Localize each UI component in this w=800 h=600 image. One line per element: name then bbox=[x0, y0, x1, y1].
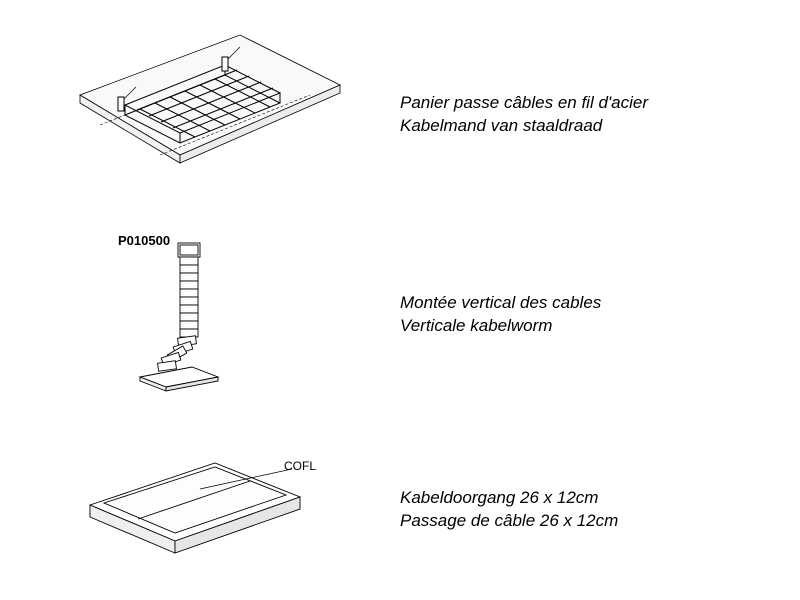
description-cell: Kabeldoorgang 26 x 12cm Passage de câble… bbox=[400, 487, 800, 533]
wire-basket-diagram bbox=[40, 25, 360, 205]
diagram-cell: P010500 bbox=[0, 225, 400, 405]
desc-line-fr: Kabeldoorgang 26 x 12cm bbox=[400, 487, 780, 510]
cable-spine-diagram bbox=[120, 225, 280, 405]
desc-line-nl: Passage de câble 26 x 12cm bbox=[400, 510, 780, 533]
desc-line-nl: Verticale kabelworm bbox=[400, 315, 780, 338]
diagram-cell bbox=[0, 25, 400, 205]
description-cell: Montée vertical des cables Verticale kab… bbox=[400, 292, 800, 338]
desc-line-fr: Panier passe câbles en fil d'acier bbox=[400, 92, 780, 115]
description-cell: Panier passe câbles en fil d'acier Kabel… bbox=[400, 92, 800, 138]
part-code-label: P010500 bbox=[118, 233, 170, 248]
desc-line-fr: Montée vertical des cables bbox=[400, 292, 780, 315]
callout-label: COFL bbox=[284, 459, 316, 473]
catalog-row: COFL Kabeldoorgang 26 x 12cm Passage de … bbox=[0, 440, 800, 580]
diagram-cell: COFL bbox=[0, 445, 400, 575]
desc-line-nl: Kabelmand van staaldraad bbox=[400, 115, 780, 138]
catalog-row: Panier passe câbles en fil d'acier Kabel… bbox=[0, 20, 800, 210]
catalog-row: P010500 bbox=[0, 215, 800, 415]
